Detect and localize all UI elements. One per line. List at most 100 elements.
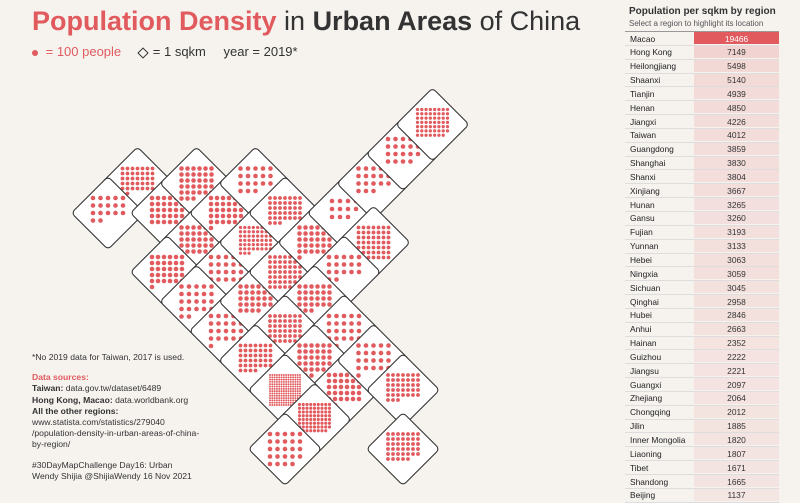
dot: [297, 255, 302, 260]
dot: [293, 275, 297, 279]
region-row-heilongjiang[interactable]: Heilongjiang 5498: [625, 59, 779, 74]
dot: [201, 299, 207, 304]
region-row-sichuan[interactable]: Sichuan 3045: [625, 281, 779, 296]
dot: [238, 343, 243, 348]
region-row-beijing[interactable]: Beijing 1137: [625, 488, 779, 503]
region-row-shaanxi[interactable]: Shaanxi 5140: [625, 73, 779, 88]
region-row-inner-mongolia[interactable]: Inner Mongolia 1820: [625, 433, 779, 448]
region-row-guizhou[interactable]: Guizhou 2222: [625, 350, 779, 365]
region-row-liaoning[interactable]: Liaoning 1807: [625, 447, 779, 462]
dot: [297, 355, 302, 360]
dot: [433, 112, 437, 116]
dot: [303, 302, 308, 307]
dot: [105, 195, 111, 201]
dot: [179, 306, 184, 312]
dot: [386, 250, 391, 255]
dot: [401, 373, 405, 377]
dot: [289, 376, 292, 379]
dot: [238, 296, 243, 301]
dot: [262, 290, 267, 295]
region-row-henan[interactable]: Henan 4850: [625, 101, 779, 116]
dot: [303, 343, 308, 348]
dot: [391, 398, 395, 402]
region-value-cell: 3859: [694, 142, 779, 155]
dot: [385, 159, 391, 164]
tile-taiwan[interactable]: [367, 413, 440, 486]
region-row-shanxi[interactable]: Shanxi 3804: [625, 170, 779, 185]
region-row-anhui[interactable]: Anhui 2663: [625, 322, 779, 337]
region-row-macao[interactable]: Macao 19466: [625, 32, 779, 46]
dot: [297, 421, 302, 425]
dot: [135, 171, 140, 176]
dot: [273, 196, 277, 200]
dot: [268, 270, 272, 274]
dot: [251, 243, 255, 247]
dot: [223, 254, 229, 260]
tile-shanghai[interactable]: [367, 354, 440, 427]
region-row-hong-kong[interactable]: Hong Kong 7149: [625, 45, 779, 60]
dot: [324, 417, 328, 422]
dot: [283, 324, 287, 328]
region-row-ningxia[interactable]: Ningxia 3059: [625, 267, 779, 282]
notes: *No 2019 data for Taiwan, 2017 is used. …: [32, 352, 199, 482]
dot: [268, 216, 272, 220]
region-row-tibet[interactable]: Tibet 1671: [625, 461, 779, 475]
region-row-chongqing[interactable]: Chongqing 2012: [625, 405, 779, 420]
tile-heilongjiang[interactable]: [396, 88, 469, 161]
dot: [269, 399, 271, 402]
region-name: Shaanxi: [630, 75, 661, 86]
dot: [400, 136, 406, 142]
dot: [376, 235, 381, 240]
dot: [273, 401, 276, 404]
region-row-hubei[interactable]: Hubei 2846: [625, 308, 779, 323]
dot: [406, 432, 410, 436]
dot: [305, 414, 309, 418]
dot: [396, 437, 400, 441]
dot: [288, 319, 292, 323]
region-row-gansu[interactable]: Gansu 3260: [625, 211, 779, 226]
tile-hainan[interactable]: [249, 413, 322, 486]
dot: [341, 254, 347, 260]
dot: [271, 383, 274, 386]
dot: [378, 358, 384, 363]
region-row-hunan[interactable]: Hunan 3265: [625, 198, 779, 212]
region-row-yunnan[interactable]: Yunnan 3133: [625, 239, 779, 254]
region-row-jiangsu[interactable]: Jiangsu 2221: [625, 364, 779, 379]
dot: [356, 225, 361, 230]
region-name: Shandong: [630, 476, 669, 487]
dot: [301, 425, 305, 429]
region-row-xinjiang[interactable]: Xinjiang 3667: [625, 184, 779, 199]
region-row-taiwan[interactable]: Taiwan 4012: [625, 128, 779, 143]
dot: [293, 270, 297, 274]
region-name: Tibet: [630, 462, 649, 473]
region-row-guangxi[interactable]: Guangxi 2097: [625, 378, 779, 392]
dot: [256, 284, 261, 289]
dot: [275, 404, 278, 406]
region-row-hebei[interactable]: Hebei 3063: [625, 253, 779, 268]
region-row-guangdong[interactable]: Guangdong 3859: [625, 142, 779, 157]
region-row-tianjin[interactable]: Tianjin 4939: [625, 87, 779, 102]
region-row-zhejiang[interactable]: Zhejiang 2064: [625, 391, 779, 406]
region-row-fujian[interactable]: Fujian 3193: [625, 225, 779, 240]
region-value: 3265: [727, 199, 746, 210]
dot: [356, 365, 361, 371]
dot: [253, 166, 258, 171]
dot: [296, 380, 299, 383]
region-row-jilin[interactable]: Jilin 1885: [625, 419, 779, 434]
region-row-qinghai[interactable]: Qinghai 2958: [625, 295, 779, 309]
tile-tibet[interactable]: [72, 177, 145, 250]
dot: [396, 373, 400, 377]
dot: [186, 284, 192, 289]
region-row-jiangxi[interactable]: Jiangxi 4226: [625, 115, 779, 129]
dot: [371, 240, 376, 245]
region-row-hainan[interactable]: Hainan 2352: [625, 336, 779, 351]
footnote: *No 2019 data for Taiwan, 2017 is used.: [32, 352, 185, 362]
region-row-shanghai[interactable]: Shanghai 3830: [625, 156, 779, 171]
dot: [401, 393, 405, 397]
region-row-shandong[interactable]: Shandong 1665: [625, 475, 779, 489]
dot: [296, 374, 299, 376]
dot: [278, 216, 282, 220]
dot: [289, 392, 292, 395]
dot: [98, 203, 103, 208]
dot: [194, 284, 199, 289]
